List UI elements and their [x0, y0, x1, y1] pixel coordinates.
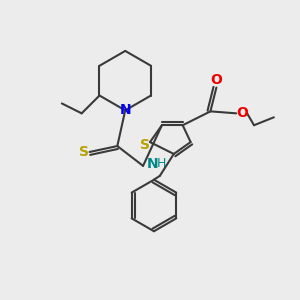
Text: O: O [210, 73, 222, 87]
Text: O: O [236, 106, 248, 120]
Text: N: N [147, 157, 159, 171]
Text: S: S [140, 138, 150, 152]
Text: S: S [79, 145, 88, 159]
Text: H: H [157, 158, 167, 170]
Text: N: N [119, 103, 131, 117]
